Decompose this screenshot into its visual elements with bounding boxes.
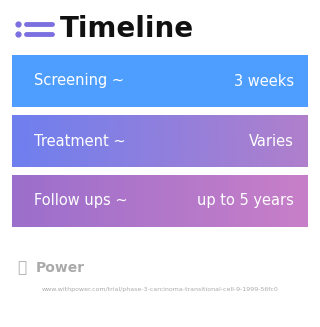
- Text: Power: Power: [36, 261, 85, 275]
- Text: ␧: ␧: [17, 261, 27, 276]
- Text: Follow ups ~: Follow ups ~: [34, 194, 128, 209]
- Text: www.withpower.com/trial/phase-3-carcinoma-transitional-cell-9-1999-56fc0: www.withpower.com/trial/phase-3-carcinom…: [42, 287, 278, 292]
- Text: Timeline: Timeline: [60, 15, 194, 43]
- Text: Screening ~: Screening ~: [34, 74, 124, 89]
- Text: Treatment ~: Treatment ~: [34, 133, 126, 148]
- Text: up to 5 years: up to 5 years: [197, 194, 294, 209]
- Text: Varies: Varies: [249, 133, 294, 148]
- Text: 3 weeks: 3 weeks: [234, 74, 294, 89]
